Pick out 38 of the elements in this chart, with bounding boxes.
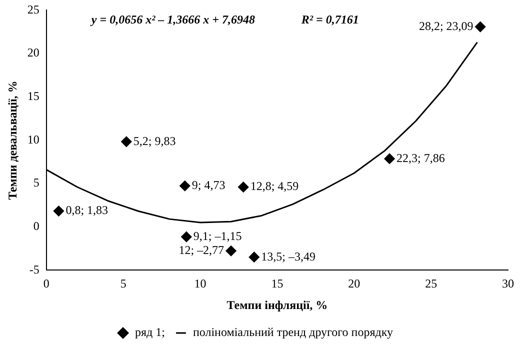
data-label: 5,2; 9,83 — [133, 134, 176, 148]
data-label: 13,5; –3,49 — [261, 249, 316, 264]
data-label: 9; 4,73 — [192, 178, 226, 192]
x-tick-label: 15 — [271, 276, 284, 291]
annotation: R² = 0,7161 — [300, 12, 359, 26]
x-axis-title: Темпи інфляції, % — [226, 298, 328, 312]
point — [121, 136, 132, 147]
y-tick-label: 15 — [27, 89, 40, 104]
data-label: 9,1; –1,15 — [193, 228, 242, 243]
data-label: 12,8; 4,59 — [250, 179, 299, 194]
point — [475, 22, 486, 32]
point — [384, 153, 395, 164]
y-tick-label: 0 — [33, 219, 40, 234]
point — [53, 206, 64, 216]
y-tick-label: 25 — [27, 2, 40, 16]
x-tick-label: 5 — [120, 276, 126, 291]
data-label: 28,2; 23,09 — [418, 18, 474, 33]
point — [226, 246, 236, 256]
annotation: y = 0,0656 x² – 1,3666 x + 7,6948 — [89, 12, 256, 26]
y-tick-label: 20 — [27, 46, 40, 60]
y-tick-label: 5 — [33, 176, 40, 190]
data-label: 12; –2,77 — [178, 243, 224, 258]
y-axis-title: Темпи девальвації, % — [5, 80, 20, 200]
legend-label: ряд 1; — [135, 325, 165, 340]
point — [180, 180, 190, 192]
x-tick-label: 20 — [348, 276, 360, 291]
data-label: 22,3; 7,86 — [396, 150, 445, 165]
y-tick-label: 10 — [27, 132, 40, 146]
y-tick-label: -5 — [29, 262, 40, 276]
point — [181, 232, 192, 242]
legend-label: поліноміальний тренд другого порядку — [192, 325, 393, 340]
x-tick-label: 30 — [502, 276, 514, 291]
point — [238, 182, 249, 192]
x-tick-label: 10 — [194, 276, 206, 291]
data-label: 0,8; 1,83 — [66, 203, 108, 218]
x-tick-label: 0 — [43, 276, 50, 291]
x-tick-label: 25 — [425, 276, 438, 291]
point — [248, 252, 260, 262]
